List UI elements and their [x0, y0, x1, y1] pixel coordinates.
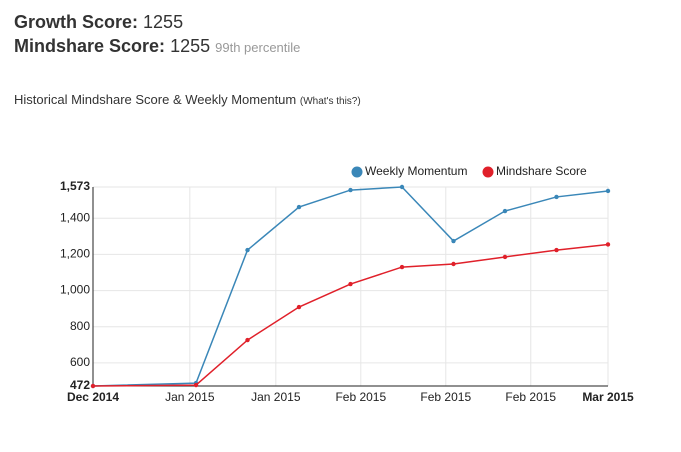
y-tick-label: 1,000: [60, 283, 90, 297]
x-tick-label: Dec 2014: [67, 390, 119, 404]
point: [554, 194, 559, 200]
point: [90, 383, 96, 389]
point: [399, 264, 405, 270]
series-line: [92, 186, 609, 387]
growth-score: Growth Score: 1255: [14, 12, 183, 33]
x-tick-label: Feb 2015: [420, 390, 471, 404]
point: [348, 281, 353, 287]
point: [193, 382, 199, 388]
point: [399, 184, 405, 190]
y-tick-label: 1,573: [60, 179, 90, 193]
label: Mindshare Score:: [14, 36, 166, 56]
x-tick-label: Jan 2015: [251, 390, 301, 404]
x-tick-label: Feb 2015: [335, 390, 386, 404]
point: [502, 208, 508, 214]
label: Growth Score:: [14, 12, 139, 32]
y-tick-label: 472: [70, 378, 90, 392]
point: [554, 247, 559, 253]
value: 1255: [143, 12, 184, 32]
x-tick-label: Feb 2015: [505, 390, 556, 404]
point: [348, 187, 353, 193]
y-tick-label: 1,200: [60, 247, 90, 261]
mindshare-score: Mindshare Score: 1255 99th percentile: [14, 36, 300, 57]
point: [245, 247, 250, 253]
subtitle: Historical Mindshare Score & Weekly Mome…: [14, 92, 297, 107]
point: [296, 304, 302, 310]
x-tick-label: Jan 2015: [165, 390, 215, 404]
legend-label: Mindshare Score: [496, 164, 587, 178]
legend-label: Weekly Momentum: [365, 164, 467, 178]
y-tick-label: 1,400: [60, 210, 90, 224]
percentile: 99th percentile: [215, 40, 301, 55]
point: [502, 254, 508, 260]
point: [451, 261, 456, 267]
legend-marker: [482, 166, 494, 178]
series-line: [92, 243, 609, 387]
y-tick-label: 600: [70, 355, 90, 369]
x-tick-label: Mar 2015: [582, 390, 634, 404]
point: [605, 188, 611, 194]
legend-marker: [351, 166, 363, 178]
point: [605, 242, 611, 247]
point: [451, 238, 456, 244]
subtitle-row: Historical Mindshare Score & Weekly Mome…: [14, 92, 361, 107]
info-link[interactable]: (What's this?): [299, 96, 361, 107]
y-tick-label: 800: [70, 319, 90, 333]
point: [296, 204, 302, 210]
point: [245, 337, 250, 343]
value: 1255: [170, 36, 211, 56]
